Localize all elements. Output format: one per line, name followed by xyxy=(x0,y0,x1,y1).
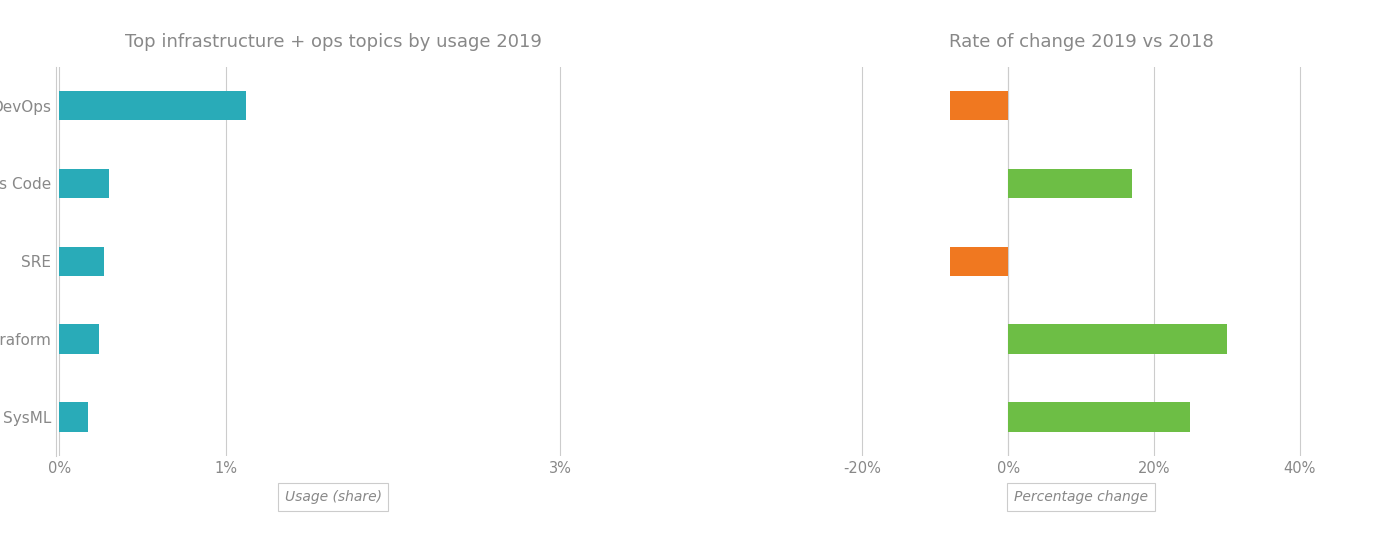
Bar xyxy=(1008,168,1133,198)
Bar xyxy=(1008,402,1190,432)
Bar xyxy=(59,168,109,198)
X-axis label: Usage (share): Usage (share) xyxy=(284,490,382,504)
Bar xyxy=(59,324,99,354)
Bar xyxy=(59,246,105,276)
Bar xyxy=(59,402,88,432)
Bar xyxy=(1008,324,1226,354)
Bar xyxy=(59,91,246,121)
Title: Top infrastructure + ops topics by usage 2019: Top infrastructure + ops topics by usage… xyxy=(125,33,542,51)
Title: Rate of change 2019 vs 2018: Rate of change 2019 vs 2018 xyxy=(949,33,1214,51)
Bar xyxy=(949,246,1008,276)
Bar xyxy=(949,91,1008,121)
X-axis label: Percentage change: Percentage change xyxy=(1014,490,1148,504)
